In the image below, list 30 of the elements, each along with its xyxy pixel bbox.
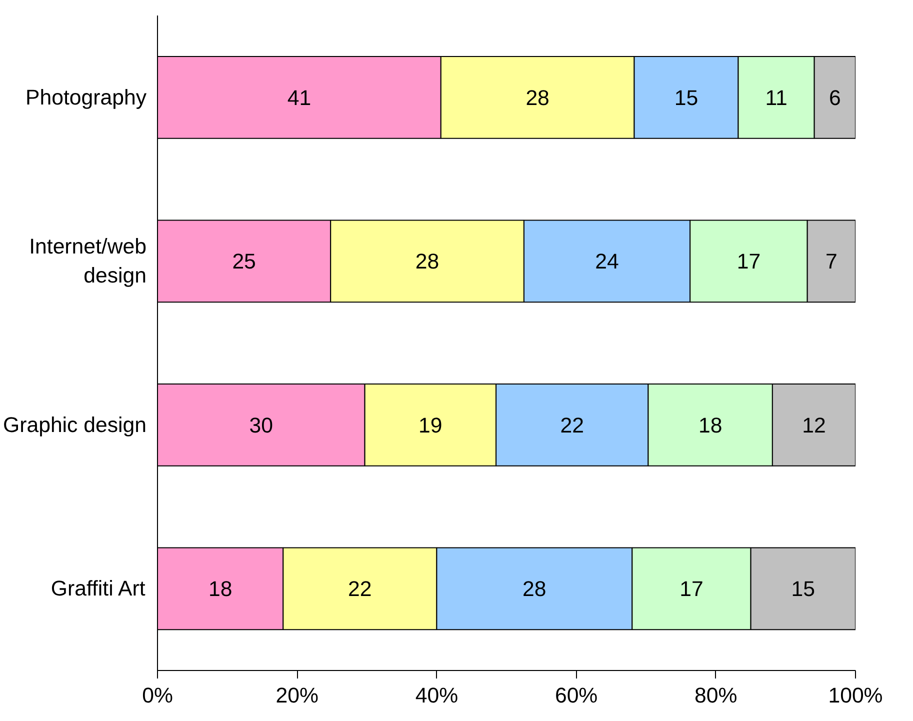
x-tick-label: 60% bbox=[554, 684, 598, 708]
data-label: 18 bbox=[698, 413, 722, 438]
data-label: 7 bbox=[825, 250, 838, 274]
data-label: 28 bbox=[415, 250, 440, 274]
data-label: 28 bbox=[526, 86, 550, 110]
x-tick-label: 20% bbox=[276, 684, 318, 708]
x-tick-label: 80% bbox=[694, 684, 738, 708]
data-label: 12 bbox=[802, 413, 826, 438]
data-label: 30 bbox=[249, 413, 274, 438]
data-label: 11 bbox=[765, 86, 788, 110]
data-label: 28 bbox=[522, 577, 546, 602]
x-tick-label: 0% bbox=[142, 684, 173, 708]
y-tick-label: Graffiti Art bbox=[50, 576, 146, 601]
y-tick-label: Graphic design bbox=[3, 412, 147, 437]
data-label: 6 bbox=[828, 86, 841, 110]
y-tick-label: Internet/web design bbox=[29, 234, 147, 288]
data-label: 24 bbox=[595, 250, 620, 274]
data-label: 17 bbox=[680, 577, 704, 602]
data-label: 25 bbox=[232, 250, 256, 274]
data-label: 22 bbox=[560, 413, 584, 438]
data-label: 22 bbox=[348, 577, 372, 602]
x-tick-label: 100% bbox=[828, 684, 883, 708]
y-tick-label: Photography bbox=[26, 85, 147, 110]
data-label: 15 bbox=[674, 86, 698, 110]
data-label: 18 bbox=[208, 577, 232, 602]
x-tick-label: 40% bbox=[415, 684, 458, 708]
data-label: 41 bbox=[287, 86, 312, 110]
data-label: 17 bbox=[736, 250, 761, 274]
data-label: 15 bbox=[791, 577, 816, 602]
data-label: 19 bbox=[418, 413, 442, 438]
